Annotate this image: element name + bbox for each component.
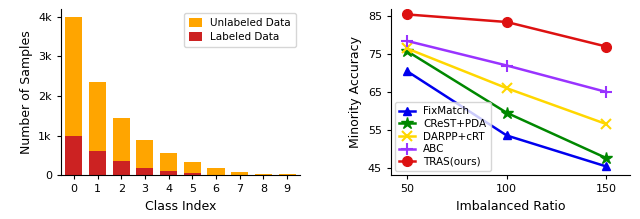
FixMatch xyxy=(403,70,411,72)
Bar xyxy=(160,153,177,175)
TRAS(ours) xyxy=(603,45,611,48)
Bar xyxy=(231,172,248,175)
Legend: FixMatch, CReST+PDA, DARPP+cRT, ABC, TRAS(ours): FixMatch, CReST+PDA, DARPP+cRT, ABC, TRA… xyxy=(396,102,491,171)
X-axis label: Imbalanced Ratio: Imbalanced Ratio xyxy=(456,200,566,213)
Bar xyxy=(89,82,106,175)
Bar xyxy=(65,17,83,175)
CReST+PDA xyxy=(603,157,611,159)
ABC xyxy=(503,64,511,67)
DARPP+cRT xyxy=(503,87,511,90)
Bar xyxy=(113,118,130,175)
Bar xyxy=(255,174,272,175)
Bar xyxy=(65,136,83,175)
Y-axis label: Minority Accuracy: Minority Accuracy xyxy=(349,36,362,148)
Bar xyxy=(89,151,106,175)
CReST+PDA xyxy=(503,111,511,114)
ABC xyxy=(603,91,611,93)
Line: TRAS(ours): TRAS(ours) xyxy=(402,10,611,51)
DARPP+cRT xyxy=(603,123,611,125)
FixMatch xyxy=(603,165,611,168)
Line: FixMatch: FixMatch xyxy=(403,67,611,171)
Bar xyxy=(136,140,154,175)
Bar xyxy=(113,161,130,175)
Bar xyxy=(207,168,225,175)
TRAS(ours) xyxy=(403,13,411,16)
TRAS(ours) xyxy=(503,21,511,23)
DARPP+cRT xyxy=(403,47,411,50)
Line: ABC: ABC xyxy=(401,35,612,97)
FixMatch xyxy=(503,134,511,137)
Bar xyxy=(160,171,177,175)
Y-axis label: Number of Samples: Number of Samples xyxy=(20,30,33,154)
Line: DARPP+cRT: DARPP+cRT xyxy=(402,44,611,129)
Bar xyxy=(136,168,154,175)
CReST+PDA xyxy=(403,50,411,52)
Legend: Unlabeled Data, Labeled Data: Unlabeled Data, Labeled Data xyxy=(184,13,296,47)
Bar xyxy=(184,162,201,175)
ABC xyxy=(403,40,411,42)
Bar xyxy=(184,173,201,175)
Line: CReST+PDA: CReST+PDA xyxy=(401,45,612,164)
X-axis label: Class Index: Class Index xyxy=(145,200,216,213)
